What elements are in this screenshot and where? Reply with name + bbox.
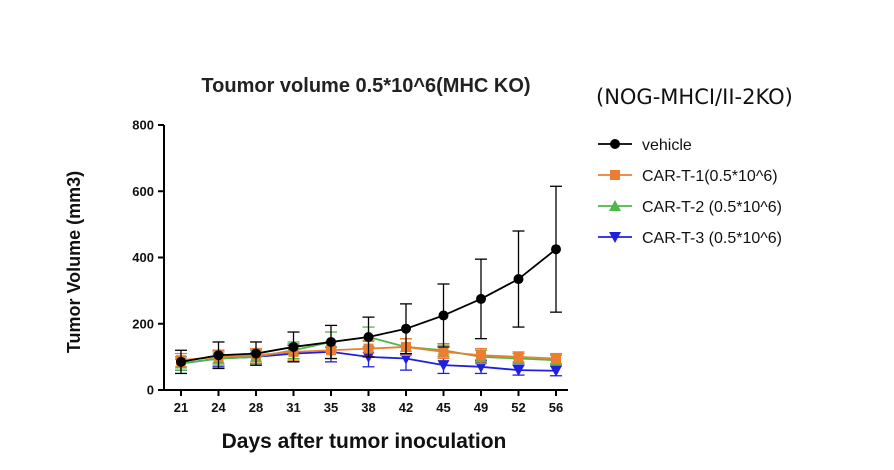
legend-item: CAR-T-2 (0.5*10^6) <box>598 199 782 216</box>
data-point <box>476 293 486 304</box>
legend-marker <box>609 232 621 243</box>
data-point <box>551 244 561 255</box>
legend-label: CAR-T-2 (0.5*10^6) <box>642 199 782 216</box>
y-tick-label: 400 <box>132 250 154 265</box>
x-tick-label: 35 <box>324 400 338 415</box>
legend-marker <box>610 139 620 149</box>
data-point <box>437 360 450 372</box>
legend-item: CAR-T-1(0.5*10^6) <box>598 168 778 185</box>
y-tick-label: 600 <box>132 184 154 199</box>
y-tick-label: 200 <box>132 316 154 331</box>
data-point <box>512 365 525 377</box>
data-point <box>288 341 299 352</box>
series-0 <box>175 185 562 375</box>
x-tick-label: 52 <box>511 400 525 415</box>
data-point <box>476 350 486 361</box>
legend: vehicle CAR-T-1(0.5*10^6) CAR-T-2 (0.5*10^… <box>598 137 782 247</box>
legend-marker <box>610 170 620 180</box>
data-point <box>551 353 561 364</box>
legend-item: vehicle <box>598 137 692 154</box>
data-point <box>513 351 524 362</box>
x-tick-label: 56 <box>549 400 563 415</box>
x-axis-label: Days after tumor inoculation <box>222 430 507 453</box>
legend-label: vehicle <box>642 137 692 154</box>
y-tick-label: 800 <box>132 118 154 133</box>
x-tick-label: 28 <box>249 400 263 415</box>
y-axis-label: Tumor Volume (mm3) <box>64 171 84 353</box>
x-tick-label: 31 <box>286 400 300 415</box>
data-point <box>363 332 374 342</box>
data-point <box>401 323 411 334</box>
data-point <box>213 350 224 361</box>
chart-subtitle: (NOG-MHCI/II-2KO) <box>596 85 793 109</box>
legend-marker <box>609 200 621 211</box>
data-point <box>438 310 449 321</box>
data-point <box>400 353 412 365</box>
x-tick-label: 38 <box>361 400 375 415</box>
plot-area <box>175 185 562 377</box>
legend-item: CAR-T-3 (0.5*10^6) <box>598 230 782 247</box>
x-tick-label: 42 <box>399 400 413 415</box>
x-tick-label: 49 <box>474 400 488 415</box>
legend-label: CAR-T-1(0.5*10^6) <box>642 168 778 185</box>
data-point <box>550 365 562 377</box>
data-point <box>326 336 336 347</box>
x-tick-label: 45 <box>436 400 450 415</box>
x-tick-label: 24 <box>211 400 226 415</box>
data-point <box>475 361 487 373</box>
data-point <box>438 346 449 357</box>
chart-title: Toumor volume 0.5*10^6(MHC KO) <box>201 75 530 97</box>
legend-label: CAR-T-3 (0.5*10^6) <box>642 230 782 247</box>
axes: 0 200 400 600 800 21 24 28 31 35 38 42 45 49 52 56 <box>132 118 568 415</box>
data-point <box>513 274 524 285</box>
x-tick-label: 21 <box>174 400 188 415</box>
data-point <box>251 348 261 359</box>
data-point <box>176 356 186 367</box>
y-tick-label: 0 <box>147 383 154 398</box>
